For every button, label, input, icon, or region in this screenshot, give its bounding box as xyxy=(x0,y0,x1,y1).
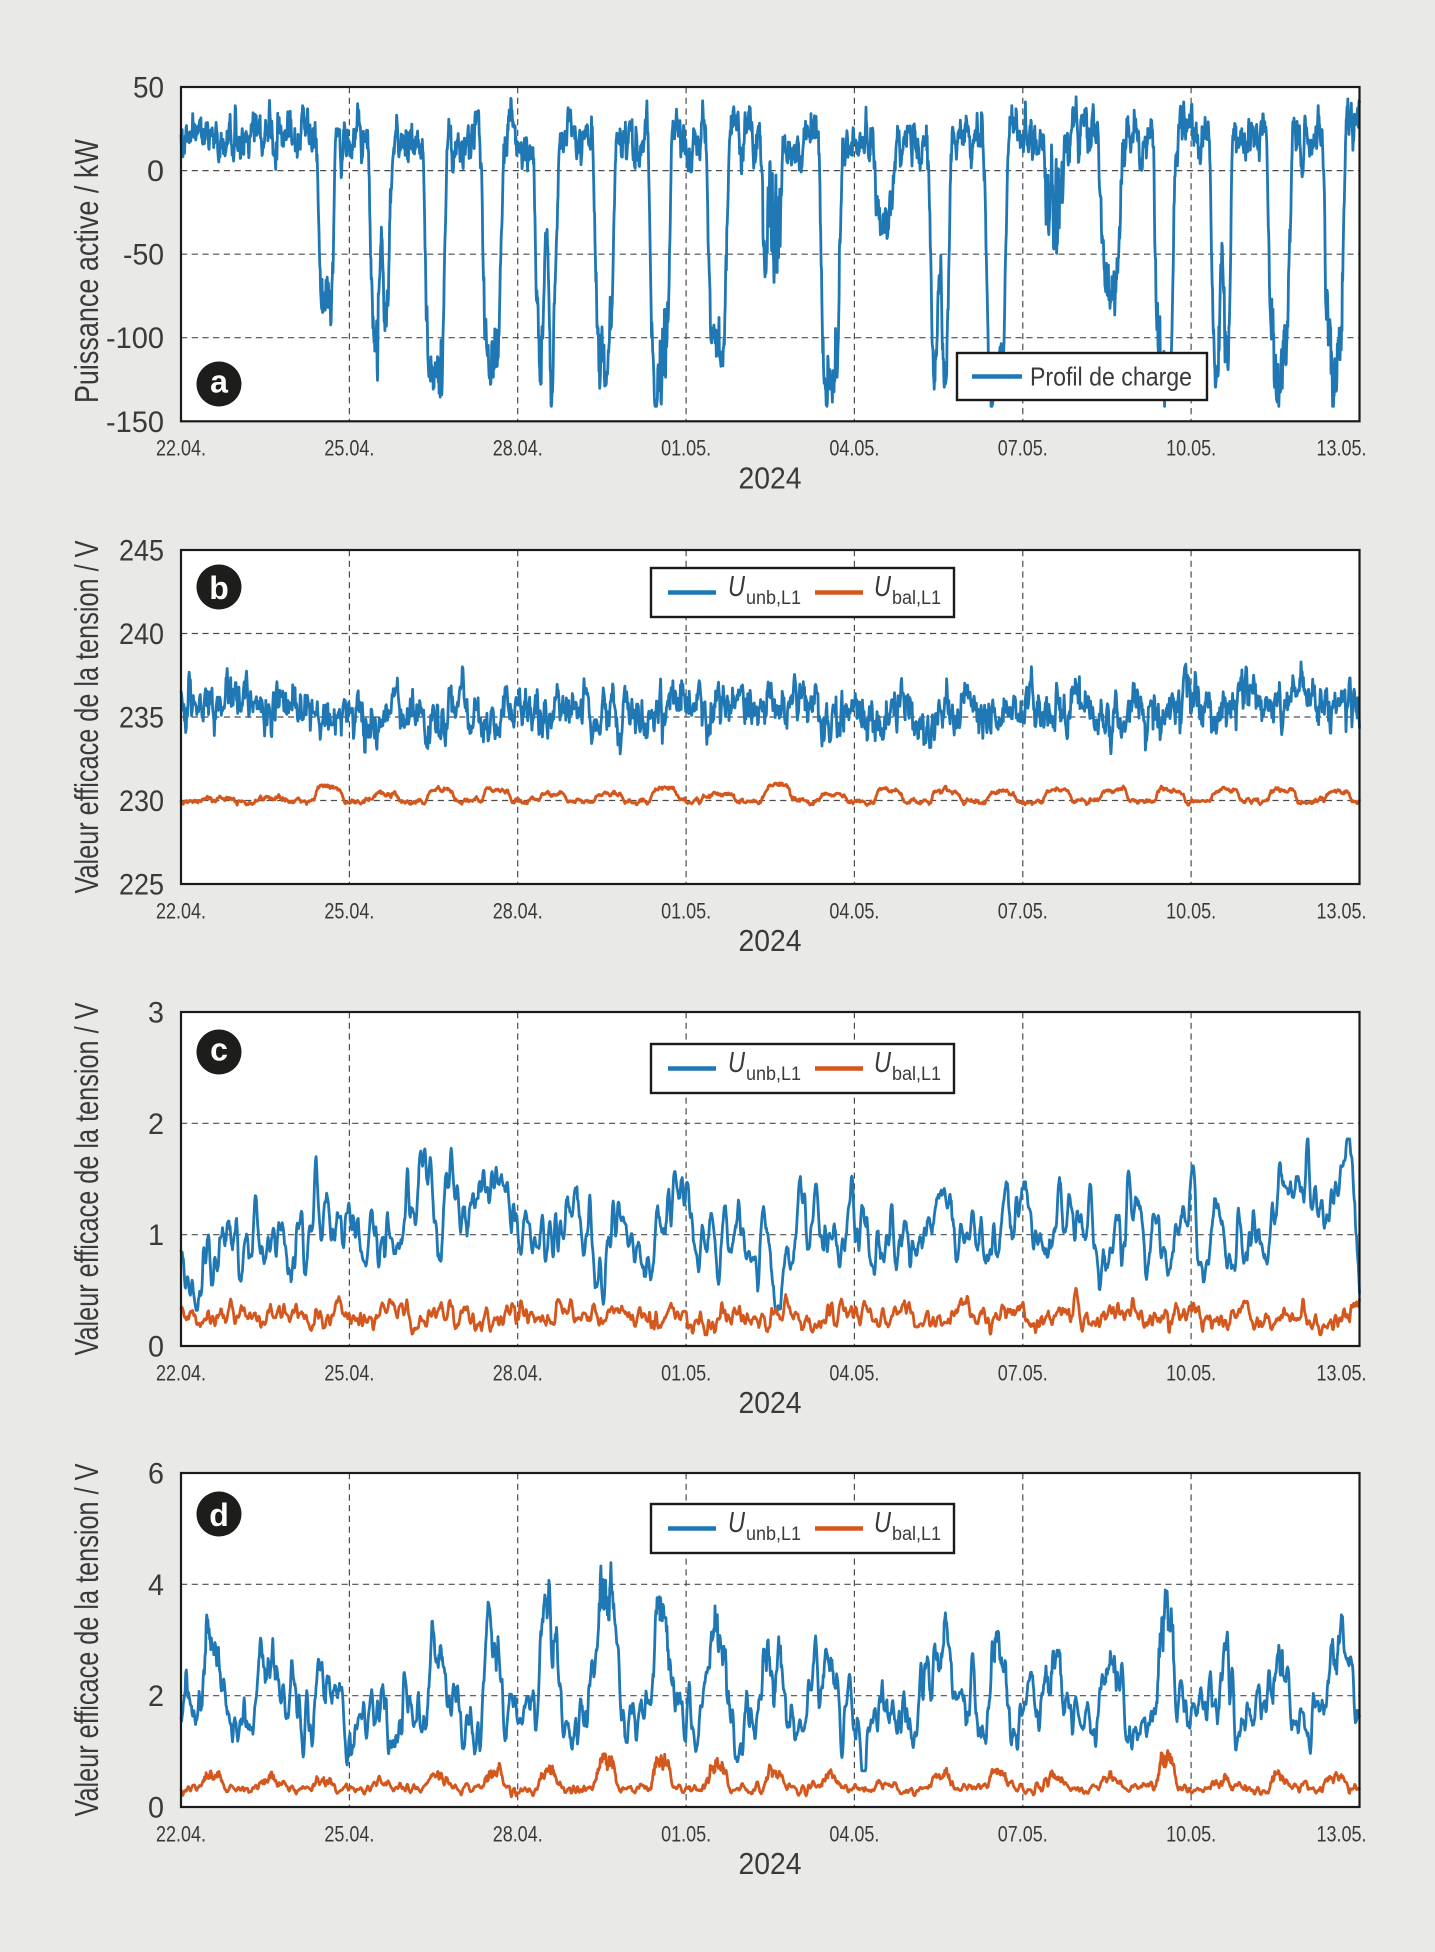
svg-text:a: a xyxy=(210,364,228,400)
svg-text:22.04.: 22.04. xyxy=(156,436,206,461)
svg-text:13.05.: 13.05. xyxy=(1317,436,1367,461)
svg-text:10.05.: 10.05. xyxy=(1166,898,1216,923)
svg-text:13.05.: 13.05. xyxy=(1317,1360,1367,1385)
svg-text:01.05.: 01.05. xyxy=(661,898,711,923)
svg-text:unb,L1: unb,L1 xyxy=(746,1524,801,1545)
svg-text:245: 245 xyxy=(119,535,164,568)
svg-text:U: U xyxy=(874,571,892,603)
svg-text:Valeur efficace de la tension: Valeur efficace de la tension / V xyxy=(69,1002,106,1355)
svg-text:0: 0 xyxy=(148,1792,164,1825)
svg-text:unb,L1: unb,L1 xyxy=(746,1064,801,1085)
svg-text:0: 0 xyxy=(147,155,164,188)
svg-text:22.04.: 22.04. xyxy=(156,1821,206,1846)
svg-text:240: 240 xyxy=(119,618,164,651)
svg-text:b: b xyxy=(209,570,229,606)
svg-text:25.04.: 25.04. xyxy=(324,898,374,923)
svg-text:U: U xyxy=(728,1507,746,1539)
svg-text:bal,L1: bal,L1 xyxy=(892,1524,941,1545)
svg-text:04.05.: 04.05. xyxy=(829,1821,879,1846)
svg-text:07.05.: 07.05. xyxy=(998,1821,1048,1846)
svg-text:U: U xyxy=(728,1047,746,1079)
svg-text:-50: -50 xyxy=(123,239,164,272)
svg-text:01.05.: 01.05. xyxy=(661,1360,711,1385)
svg-text:235: 235 xyxy=(119,702,164,735)
svg-text:2024: 2024 xyxy=(739,1846,802,1881)
svg-text:10.05.: 10.05. xyxy=(1166,436,1216,461)
svg-text:13.05.: 13.05. xyxy=(1317,1821,1367,1846)
svg-text:-150: -150 xyxy=(106,406,164,439)
svg-text:Puissance active / kW: Puissance active / kW xyxy=(69,139,106,403)
svg-text:13.05.: 13.05. xyxy=(1317,898,1367,923)
svg-text:-100: -100 xyxy=(106,322,164,355)
svg-text:U: U xyxy=(728,571,746,603)
svg-text:22.04.: 22.04. xyxy=(156,1360,206,1385)
svg-text:04.05.: 04.05. xyxy=(829,1360,879,1385)
svg-text:10.05.: 10.05. xyxy=(1166,1360,1216,1385)
svg-text:2024: 2024 xyxy=(739,1385,802,1420)
svg-text:225: 225 xyxy=(119,869,164,902)
svg-text:04.05.: 04.05. xyxy=(829,436,879,461)
svg-text:2: 2 xyxy=(148,1680,164,1713)
svg-text:07.05.: 07.05. xyxy=(998,898,1048,923)
svg-text:25.04.: 25.04. xyxy=(324,1360,374,1385)
svg-text:28.04.: 28.04. xyxy=(493,1821,543,1846)
svg-text:50: 50 xyxy=(133,72,164,105)
svg-text:07.05.: 07.05. xyxy=(998,1360,1048,1385)
svg-text:2024: 2024 xyxy=(739,460,802,495)
svg-text:25.04.: 25.04. xyxy=(324,1821,374,1846)
svg-text:unb,L1: unb,L1 xyxy=(746,588,801,609)
svg-text:28.04.: 28.04. xyxy=(493,1360,543,1385)
svg-text:U: U xyxy=(874,1047,892,1079)
svg-text:bal,L1: bal,L1 xyxy=(892,588,941,609)
svg-text:22.04.: 22.04. xyxy=(156,898,206,923)
svg-text:01.05.: 01.05. xyxy=(661,436,711,461)
svg-text:U: U xyxy=(874,1507,892,1539)
svg-text:230: 230 xyxy=(119,785,164,818)
svg-text:01.05.: 01.05. xyxy=(661,1821,711,1846)
svg-text:Valeur efficace de la tension: Valeur efficace de la tension / V xyxy=(69,540,106,893)
svg-text:3: 3 xyxy=(148,997,164,1030)
svg-text:28.04.: 28.04. xyxy=(493,898,543,923)
svg-text:1: 1 xyxy=(148,1219,164,1252)
svg-text:25.04.: 25.04. xyxy=(324,436,374,461)
svg-text:6: 6 xyxy=(148,1458,164,1491)
svg-text:Profil de charge: Profil de charge xyxy=(1030,361,1192,391)
svg-text:c: c xyxy=(210,1032,228,1068)
svg-text:04.05.: 04.05. xyxy=(829,898,879,923)
svg-text:28.04.: 28.04. xyxy=(493,436,543,461)
svg-text:4: 4 xyxy=(148,1569,164,1602)
svg-text:Valeur efficace de la tension: Valeur efficace de la tension / V xyxy=(69,1463,106,1816)
svg-text:d: d xyxy=(209,1497,229,1533)
svg-text:2: 2 xyxy=(148,1108,164,1141)
svg-text:2024: 2024 xyxy=(739,923,802,958)
svg-text:10.05.: 10.05. xyxy=(1166,1821,1216,1846)
svg-text:07.05.: 07.05. xyxy=(998,436,1048,461)
svg-text:0: 0 xyxy=(148,1331,164,1364)
svg-text:bal,L1: bal,L1 xyxy=(892,1064,941,1085)
